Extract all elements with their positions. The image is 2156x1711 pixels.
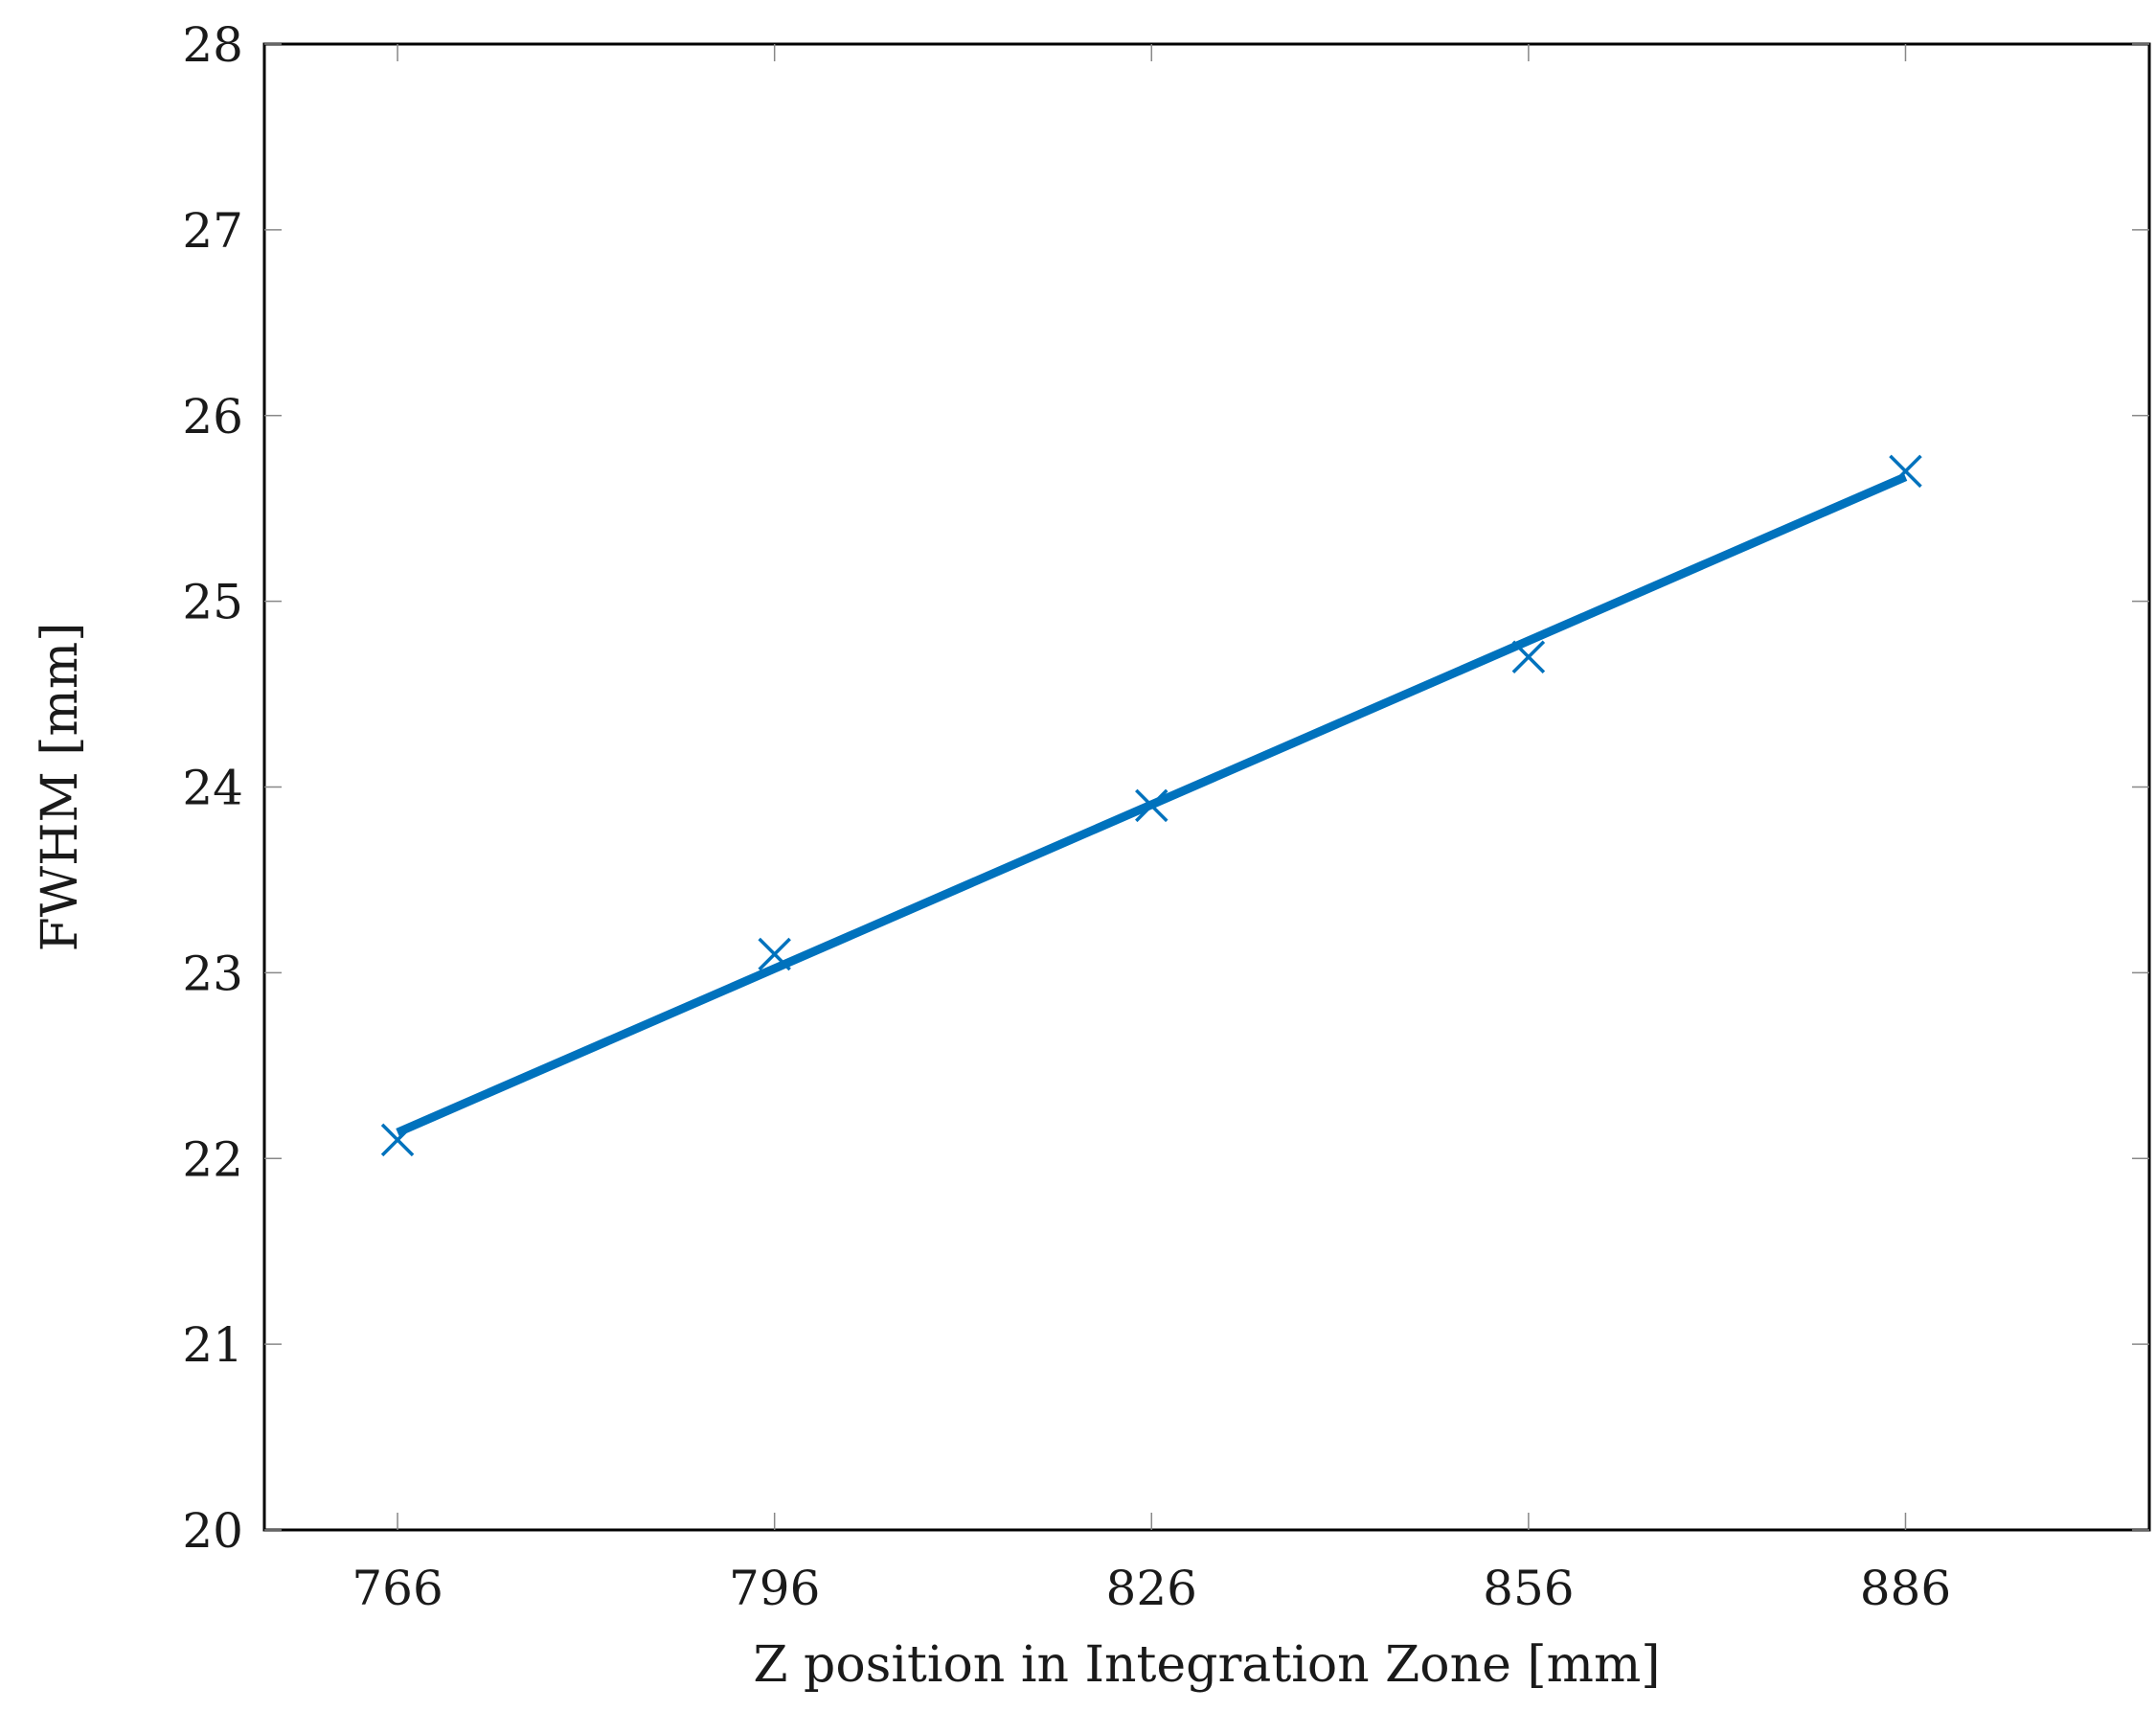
x-tick-label: 856 [1483, 1561, 1574, 1616]
x-tick-label: 826 [1106, 1561, 1197, 1616]
y-tick-label: 20 [182, 1503, 243, 1559]
y-tick-label: 25 [182, 575, 243, 630]
data-point-marker [380, 1123, 415, 1157]
x-tick-label: 766 [352, 1561, 443, 1616]
plot-frame [262, 42, 2151, 1532]
y-axis-title: FWHM [mm] [32, 623, 89, 952]
y-tick-label: 28 [182, 17, 243, 73]
plot-area [262, 42, 2151, 1532]
marker-stroke [1889, 454, 1922, 489]
series-layer [380, 454, 1922, 1157]
marker-stroke [1135, 788, 1169, 823]
y-tick-label: 21 [182, 1317, 243, 1373]
x-axis: 766 796 826 856 886 [352, 44, 1951, 1616]
x-tick-label: 796 [729, 1561, 820, 1616]
y-tick-label: 26 [182, 389, 243, 445]
y-tick-label: 22 [182, 1131, 243, 1187]
y-tick-label: 23 [182, 946, 243, 1001]
data-point-marker [1135, 788, 1169, 823]
marker-stroke [1511, 640, 1546, 674]
data-point-marker [1511, 640, 1546, 674]
marker-stroke [380, 1123, 415, 1157]
y-tick-label: 24 [182, 761, 243, 816]
y-axis: 20 21 22 23 24 25 26 27 28 [182, 17, 2149, 1559]
x-tick-label: 886 [1860, 1561, 1951, 1616]
data-point-marker [1889, 454, 1922, 489]
x-axis-title: Z position in Integration Zone [mm] [753, 1636, 1660, 1694]
y-tick-label: 27 [182, 203, 243, 259]
data-point-marker [758, 937, 791, 971]
marker-stroke [758, 937, 791, 971]
